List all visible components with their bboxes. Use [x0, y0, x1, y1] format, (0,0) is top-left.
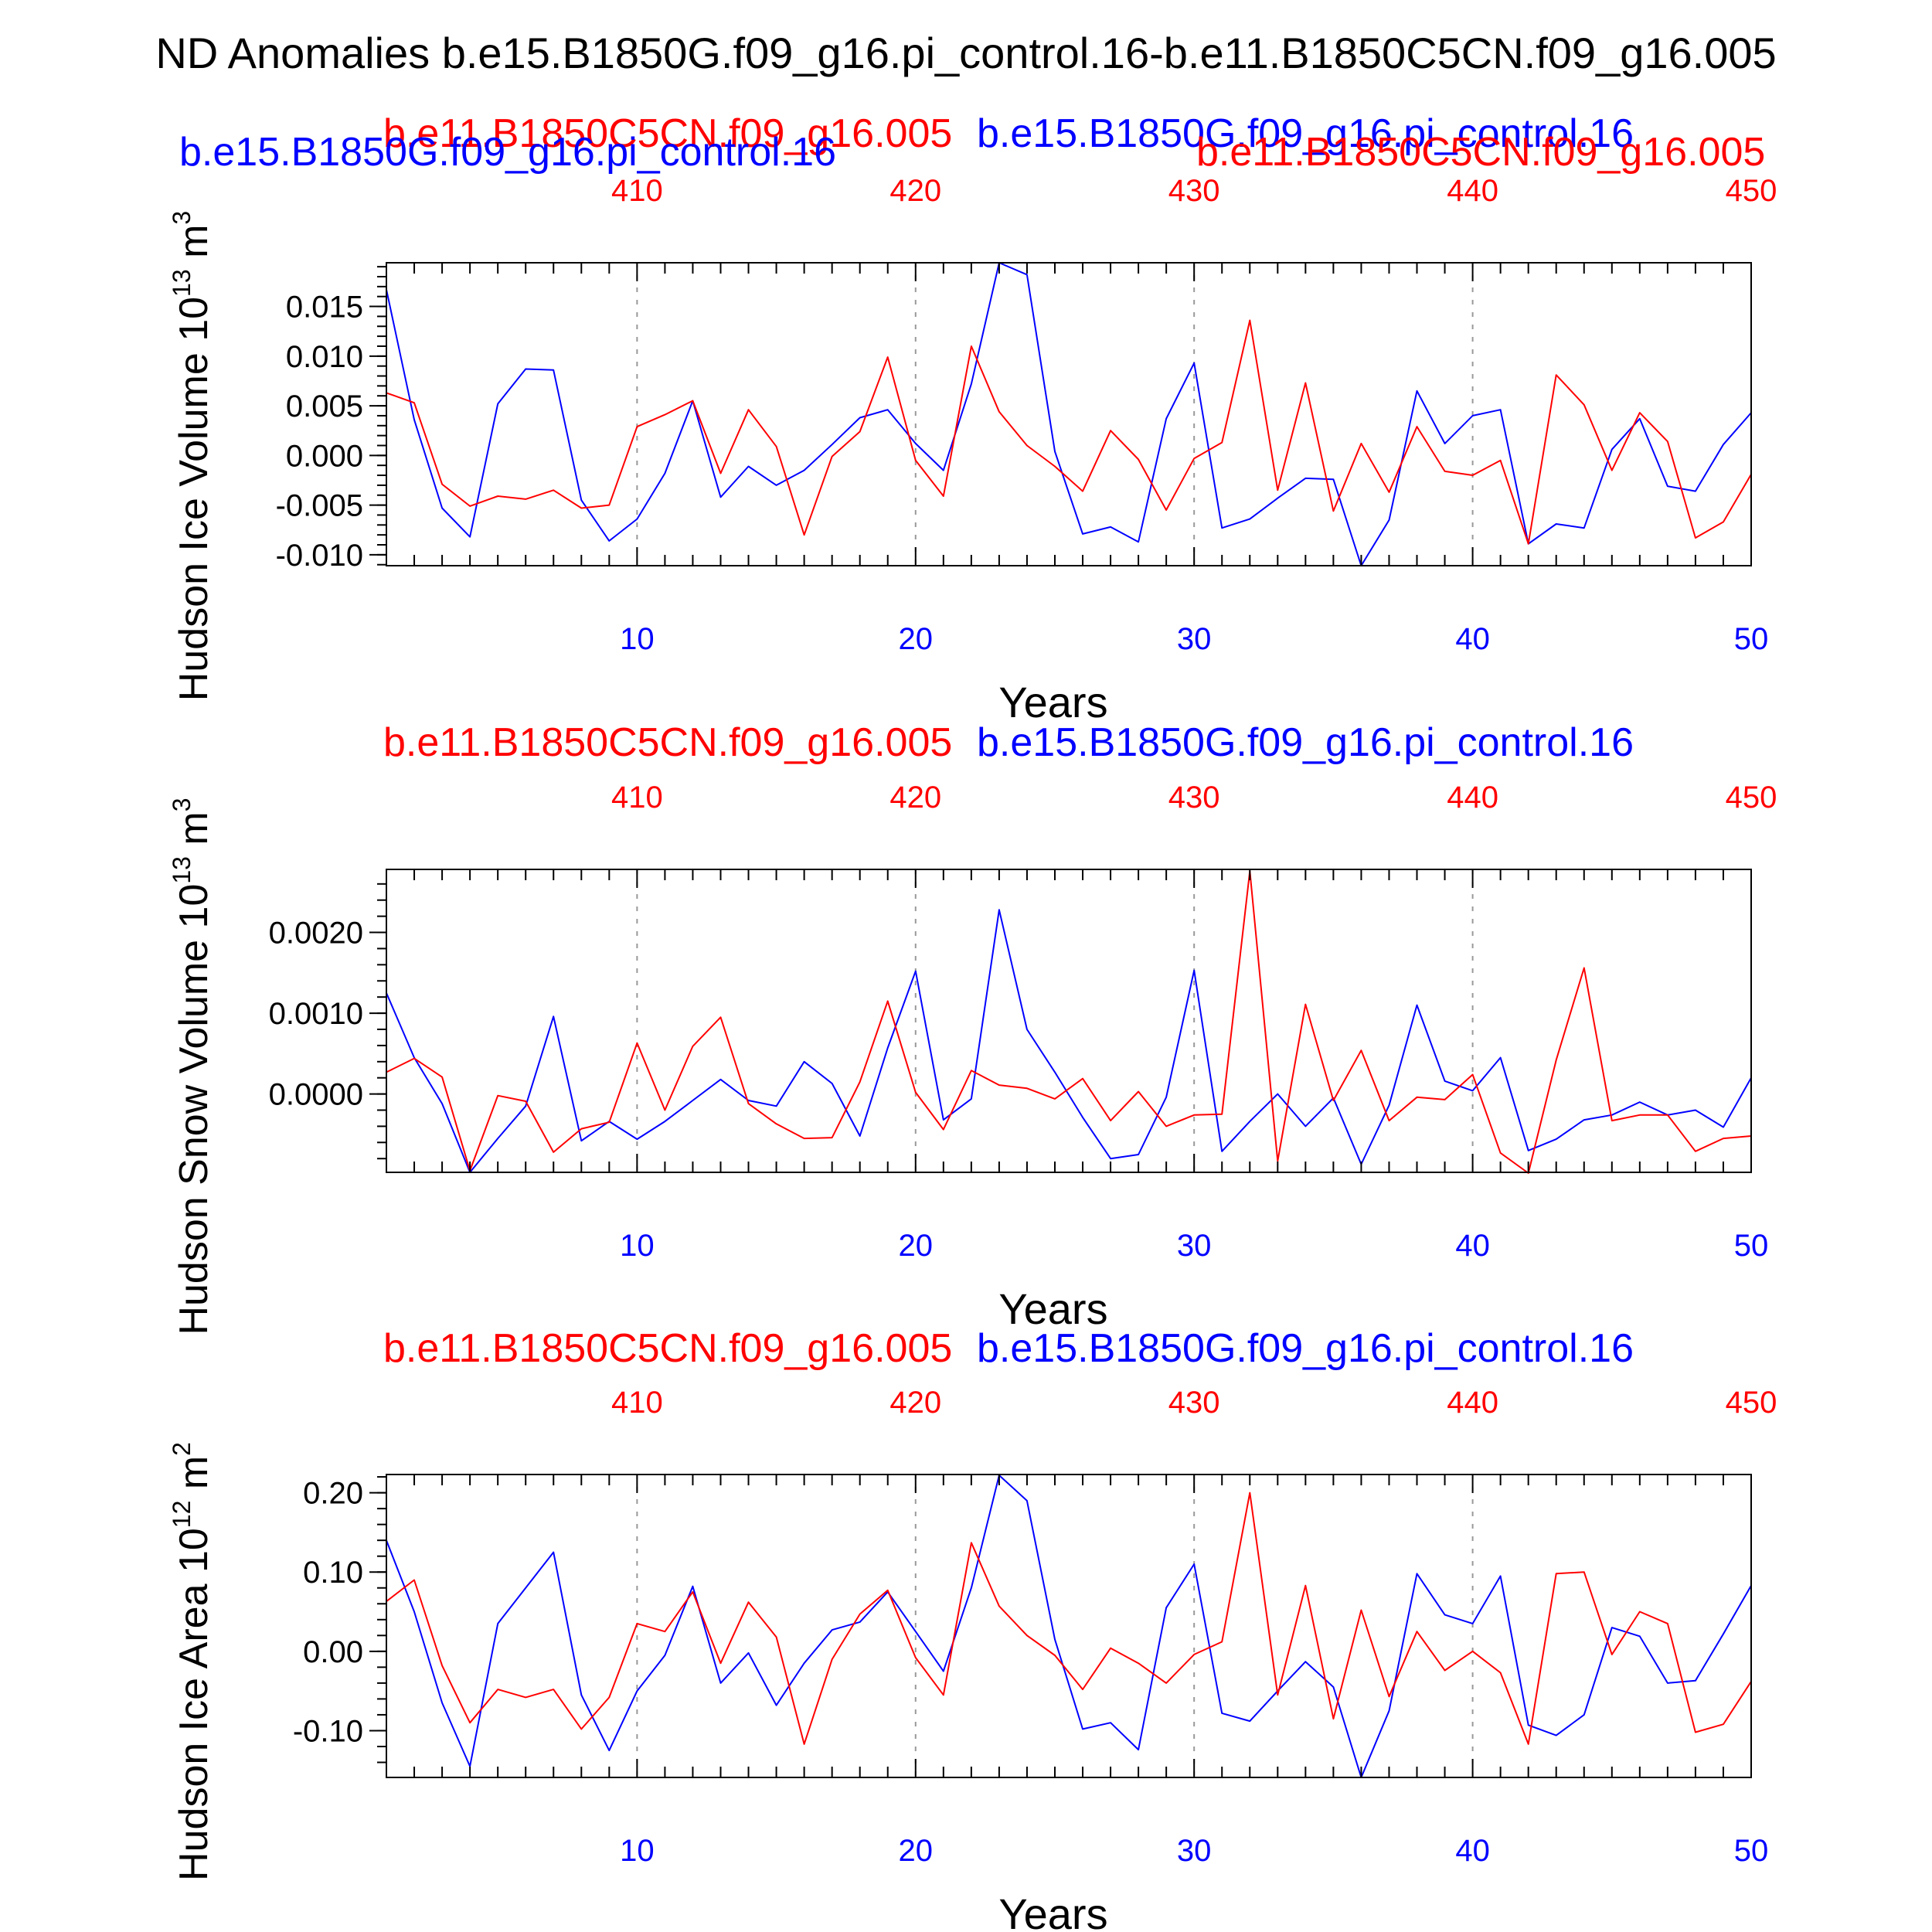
legend-series-a-label-left: b.e15.B1850G.f09_g16.pi_control.16: [179, 130, 836, 175]
x-tick-label-top: 430: [1168, 174, 1220, 208]
x-tick-label-bottom: 40: [1455, 622, 1490, 656]
x-tick-label-top: 450: [1726, 781, 1777, 815]
plot-frame: [386, 869, 1752, 1173]
x-tick-label-top: 420: [889, 781, 941, 815]
y-tick-label: 0.0020: [269, 917, 363, 951]
x-tick-label-bottom: 40: [1455, 1229, 1490, 1263]
series-line-b: [386, 319, 1752, 545]
x-tick-label-bottom: 10: [620, 1229, 655, 1263]
x-tick-label-top: 440: [1447, 781, 1498, 815]
y-axis-label: Hudson Snow Volume 1013 m3: [168, 798, 216, 1335]
plot-frame: [386, 1474, 1752, 1778]
x-tick-label-top: 420: [889, 174, 941, 208]
legend-series-b-label: b.e11.B1850C5CN.f09_g16.005: [383, 720, 952, 765]
y-tick-label: 0.000: [286, 439, 363, 473]
series-line-b: [386, 1492, 1752, 1745]
x-tick-label-top: 440: [1447, 174, 1498, 208]
legend-series-a-label: b.e15.B1850G.f09_g16.pi_control.16: [977, 1326, 1634, 1371]
y-axis-label: Hudson Ice Volume 1013 m3: [168, 211, 216, 701]
x-tick-label-bottom: 20: [899, 1834, 934, 1868]
x-axis-label: Years: [998, 678, 1107, 726]
y-tick-label: 0.015: [286, 291, 363, 325]
x-tick-label-top: 430: [1168, 1386, 1220, 1420]
x-tick-label-bottom: 50: [1734, 1834, 1769, 1868]
y-tick-label: 0.0000: [269, 1078, 363, 1112]
legend-series-b-label-right: b.e11.B1850C5CN.f09_g16.005: [1196, 130, 1765, 175]
main-title: ND Anomalies b.e15.B1850G.f09_g16.pi_con…: [155, 29, 1776, 77]
legend-series-b-label: b.e11.B1850C5CN.f09_g16.005: [383, 111, 952, 156]
x-tick-label-bottom: 20: [899, 1229, 934, 1263]
legend-series-b-label: b.e11.B1850C5CN.f09_g16.005: [383, 1326, 952, 1371]
y-tick-label: 0.010: [286, 340, 363, 374]
x-axis-label: Years: [998, 1889, 1107, 1932]
series-line-a: [386, 1475, 1752, 1778]
x-tick-label-top: 430: [1168, 781, 1220, 815]
x-tick-label-bottom: 50: [1734, 1229, 1769, 1263]
x-tick-label-bottom: 10: [620, 622, 655, 656]
y-tick-label: 0.20: [303, 1477, 363, 1511]
x-tick-label-bottom: 10: [620, 1834, 655, 1868]
series-line-a: [386, 909, 1752, 1173]
x-tick-label-top: 410: [611, 1386, 663, 1420]
x-tick-label-bottom: 20: [899, 622, 934, 656]
x-tick-label-top: 450: [1726, 174, 1777, 208]
x-tick-label-top: 410: [611, 781, 663, 815]
plot-frame: [386, 262, 1752, 566]
x-tick-label-bottom: 40: [1455, 1834, 1490, 1868]
series-line-b: [386, 870, 1752, 1174]
panel-ice-volume: 10 20 30 40 50 410 420 430 440 450 -0.010 -0.005 0.0…: [168, 174, 1777, 726]
x-tick-label-bottom: 30: [1177, 1229, 1212, 1263]
x-axis-label: Years: [998, 1284, 1107, 1333]
y-tick-label: -0.005: [276, 489, 363, 523]
x-tick-label-top: 420: [889, 1386, 941, 1420]
y-tick-label: -0.10: [293, 1714, 363, 1748]
y-tick-label: -0.010: [276, 539, 363, 573]
panel-ice-area: 10 20 30 40 50 410 420 430 440 450 -0.10 0.00 0.10 0.…: [168, 1386, 1777, 1932]
x-tick-label-top: 450: [1726, 1386, 1777, 1420]
y-tick-label: 0.10: [303, 1556, 363, 1590]
legend-series-a-label: b.e15.B1850G.f09_g16.pi_control.16: [977, 111, 1634, 156]
x-tick-label-bottom: 30: [1177, 622, 1212, 656]
series-line-a: [386, 262, 1752, 566]
y-tick-label: 0.00: [303, 1635, 363, 1669]
x-tick-label-top: 440: [1447, 1386, 1498, 1420]
y-tick-label: 0.005: [286, 389, 363, 423]
legend-series-a-label: b.e15.B1850G.f09_g16.pi_control.16: [977, 720, 1634, 765]
panel-snow-volume: 10 20 30 40 50 410 420 430 440 450 0.0000 0.0010 0.0…: [168, 781, 1777, 1335]
x-tick-label-top: 410: [611, 174, 663, 208]
y-axis-label: Hudson Ice Area 1012 m2: [168, 1442, 216, 1881]
y-tick-label: 0.0010: [269, 997, 363, 1031]
x-tick-label-bottom: 30: [1177, 1834, 1212, 1868]
x-tick-label-bottom: 50: [1734, 622, 1769, 656]
